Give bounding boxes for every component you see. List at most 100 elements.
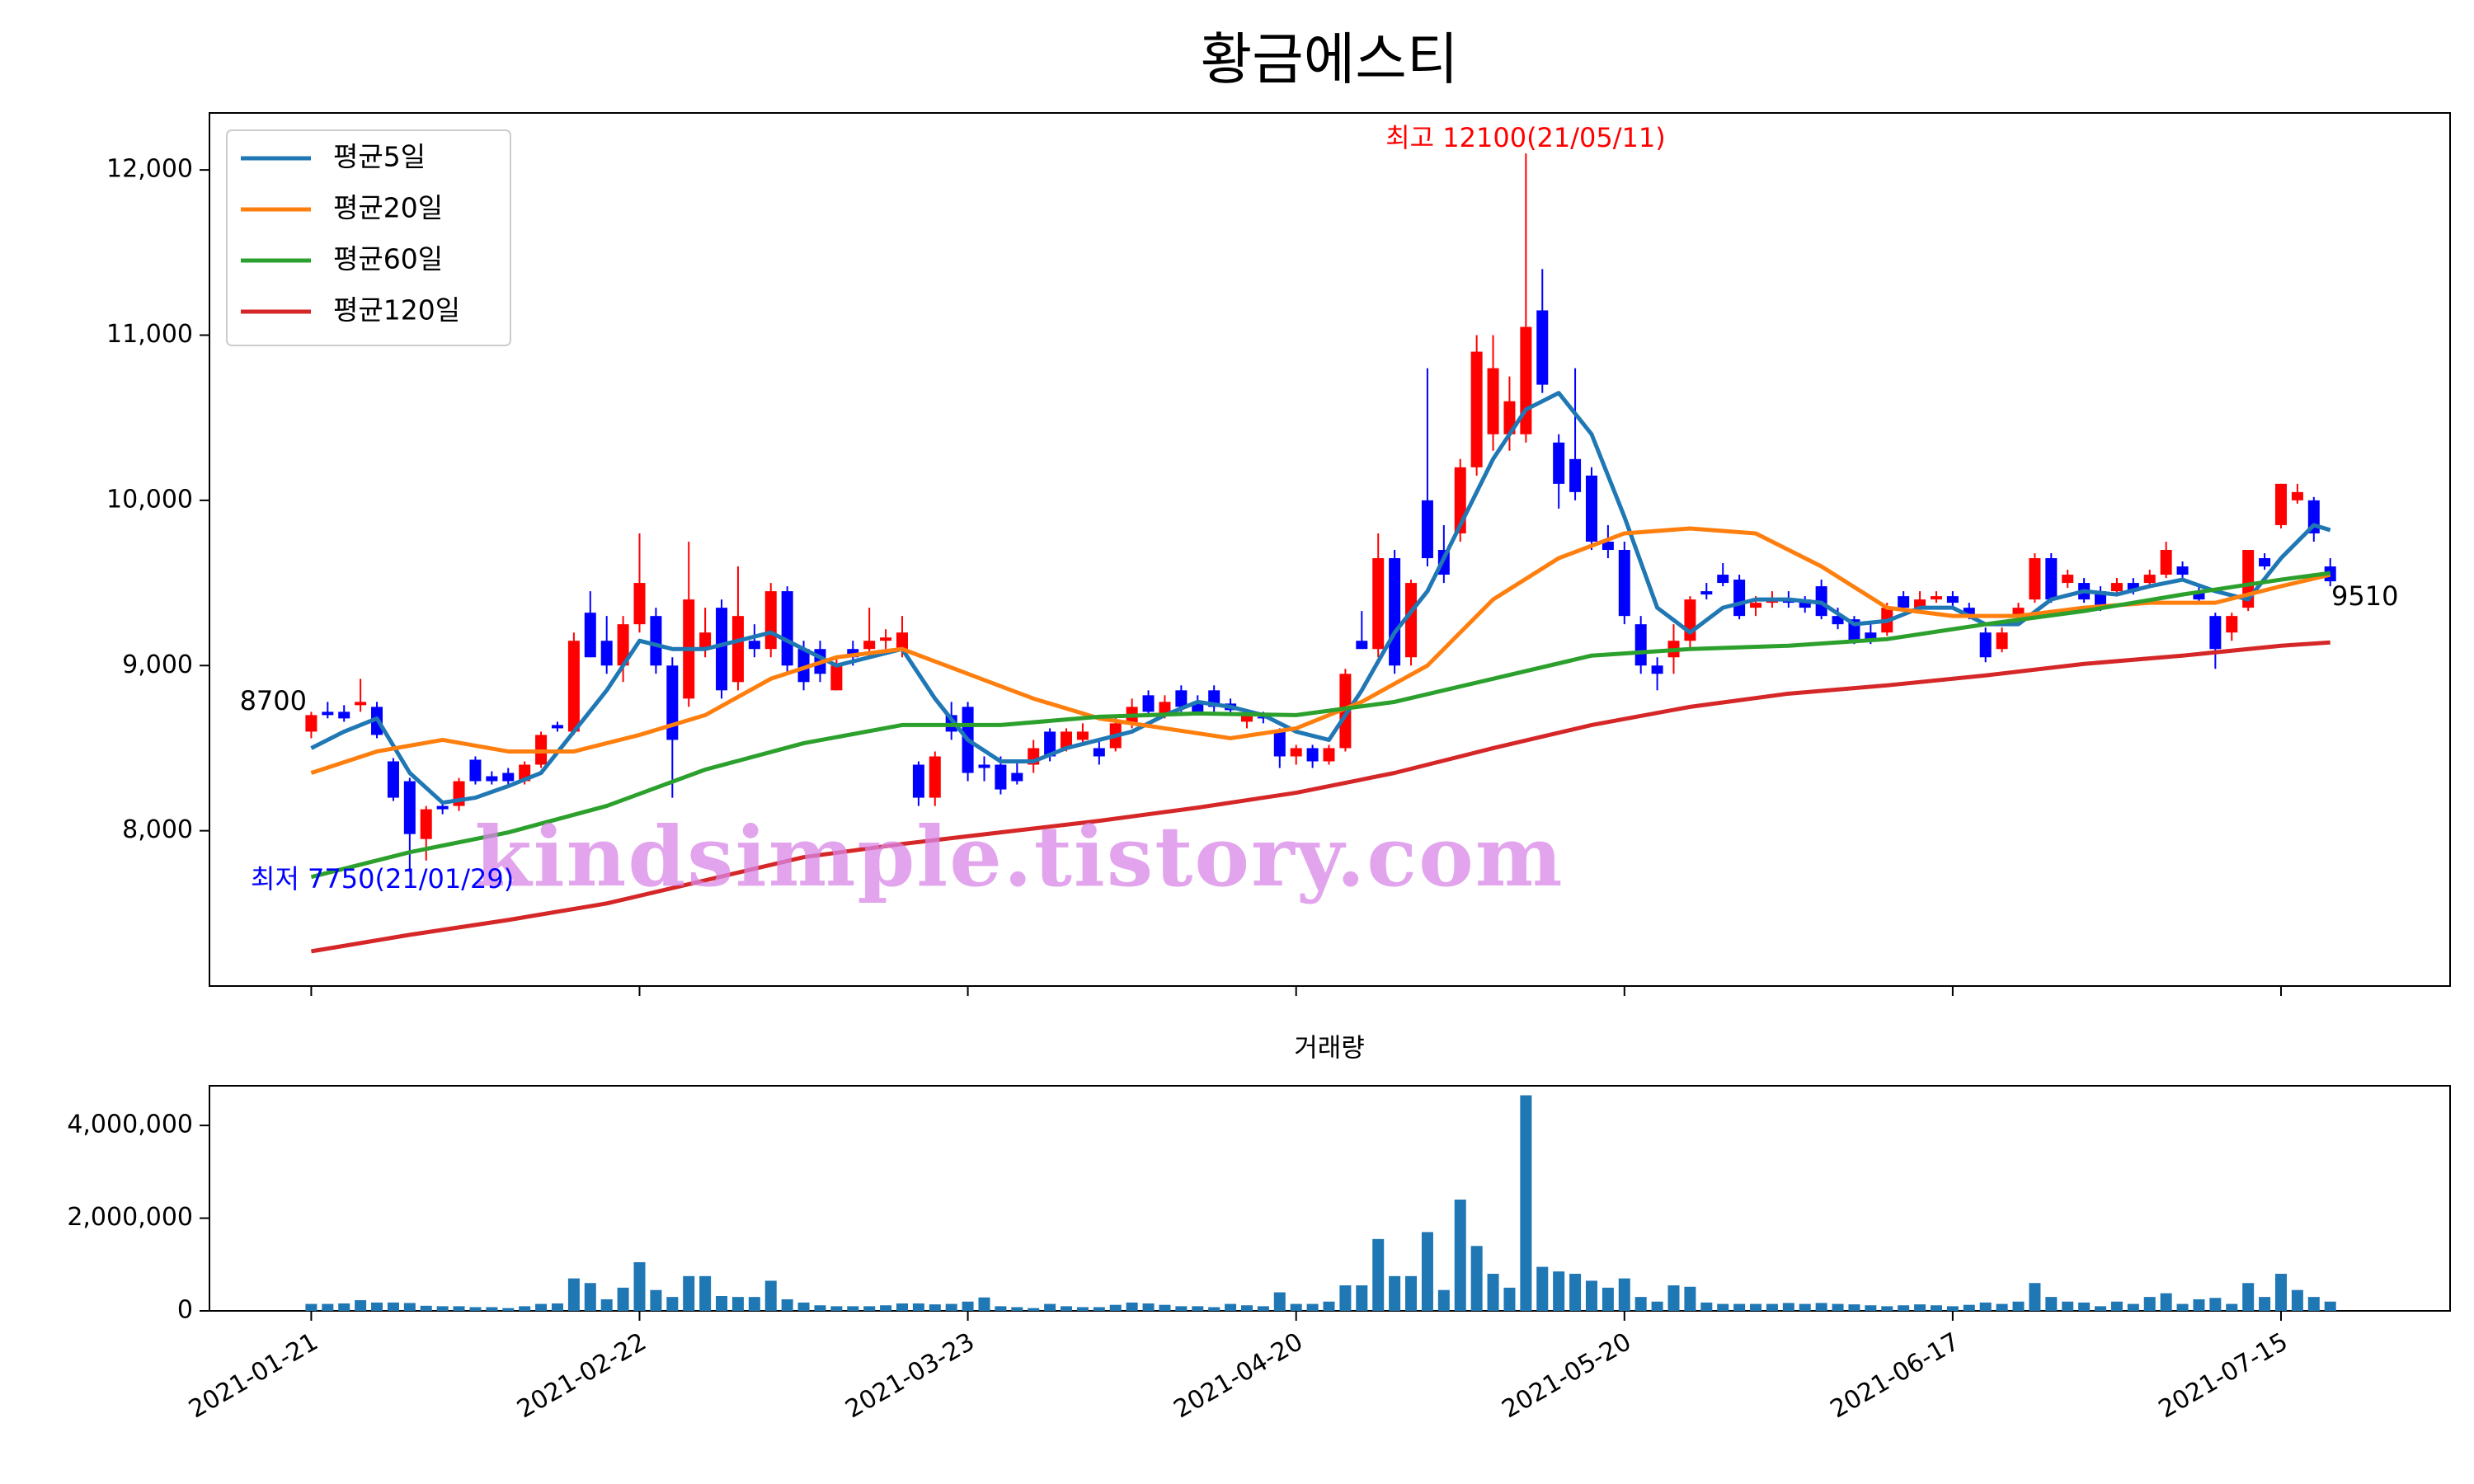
volume-bar <box>666 1297 679 1311</box>
candle-body <box>1290 748 1302 757</box>
candle-body <box>2176 566 2189 575</box>
volume-bar <box>1257 1306 1269 1311</box>
volume-bar <box>2095 1306 2107 1311</box>
volume-title: 거래량 <box>1294 1034 1365 1064</box>
volume-bar <box>535 1303 548 1311</box>
candle-body <box>1865 632 1877 641</box>
volume-bar <box>1356 1285 1368 1311</box>
candle-body <box>1011 773 1023 782</box>
volume-bar <box>1930 1305 1942 1311</box>
candle-body <box>355 702 367 706</box>
candle-body <box>716 608 728 691</box>
volume-bar <box>420 1305 432 1311</box>
volume-bar <box>1470 1246 1483 1311</box>
candle-body <box>2209 616 2222 650</box>
candle-body <box>502 773 515 782</box>
volume-bar <box>2012 1301 2025 1311</box>
volume-bar <box>1061 1306 1073 1311</box>
candle-body <box>2095 591 2107 608</box>
candle-body <box>305 715 317 732</box>
volume-bar <box>1389 1275 1401 1311</box>
candle-body <box>912 764 924 798</box>
candle-body <box>929 756 941 798</box>
candle-body <box>764 591 777 650</box>
candle-body <box>1634 624 1647 666</box>
volume-bar <box>600 1298 613 1311</box>
volume-bar <box>2110 1301 2123 1311</box>
volume-bar <box>436 1306 449 1311</box>
ma-line <box>310 640 2331 954</box>
volume-bar <box>2193 1298 2205 1311</box>
candle-body <box>1914 599 1926 608</box>
volume-bar <box>1733 1303 1746 1311</box>
volume-bar <box>880 1305 892 1311</box>
candle-body <box>1470 351 1483 467</box>
volume-bar <box>1011 1307 1023 1311</box>
candle-body <box>436 805 449 810</box>
candle-body <box>2062 575 2074 584</box>
volume-bar <box>1175 1306 1188 1311</box>
candle-body <box>1487 368 1499 434</box>
legend-box <box>226 129 511 346</box>
volume-bar <box>830 1306 843 1311</box>
volume-bar <box>2274 1274 2287 1311</box>
candle-body <box>1946 596 1959 603</box>
candle-body <box>2012 608 2025 617</box>
candle-body <box>748 641 760 650</box>
volume-bar <box>1093 1307 1105 1311</box>
candle-body <box>863 641 876 650</box>
volume-bar <box>945 1303 957 1311</box>
candle-body <box>1356 641 1368 650</box>
candle-body <box>650 616 662 666</box>
volume-bar <box>1569 1274 1582 1311</box>
volume-bar <box>978 1297 990 1311</box>
annotation: 최저 7750(21/01/29) <box>251 863 514 895</box>
ma-line <box>310 391 2331 805</box>
volume-bar <box>764 1280 777 1311</box>
volume-bar <box>1503 1287 1516 1311</box>
volume-bar <box>322 1303 334 1311</box>
candle-body <box>1323 748 1335 762</box>
candle-body <box>1733 580 1746 617</box>
candle-body <box>2291 491 2303 500</box>
volume-bar <box>781 1298 793 1311</box>
candle-body <box>387 761 399 798</box>
volume-bar <box>1454 1200 1466 1311</box>
price-axes-frame <box>209 112 2451 987</box>
candle-body <box>1930 596 1942 600</box>
candle-body <box>1750 603 1762 608</box>
candle-body <box>731 616 744 683</box>
candle-body <box>1257 716 1269 719</box>
volume-bar <box>863 1306 876 1311</box>
candle-body <box>1076 731 1089 740</box>
candle-body <box>781 591 793 666</box>
volume-bar <box>1372 1238 1385 1311</box>
candle-body <box>1602 541 1614 551</box>
volume-bar <box>1306 1303 1319 1311</box>
annotation: 9510 <box>2331 580 2398 612</box>
candle-body <box>420 809 432 839</box>
candle-body <box>338 711 350 719</box>
volume-bar <box>403 1303 416 1311</box>
candles <box>305 153 2336 872</box>
volume-bar <box>617 1287 629 1311</box>
candle-body <box>880 637 892 641</box>
candle-body <box>1684 599 1696 641</box>
watermark: kindsimple.tistory.com <box>474 808 1564 905</box>
volume-bar <box>797 1302 810 1311</box>
y-tick-label: 8,000 <box>122 815 193 844</box>
volume-bar <box>305 1303 317 1311</box>
volume-bar <box>699 1275 712 1311</box>
candle-body <box>1585 475 1597 542</box>
candle-body <box>1306 748 1319 762</box>
volume-bar <box>2226 1303 2238 1311</box>
volume-bar <box>1750 1303 1762 1311</box>
chart-title: 황금에스티 <box>1201 28 1459 93</box>
legend-label: 평균5일 <box>333 141 426 173</box>
volume-bar <box>1667 1285 1680 1311</box>
candle-body <box>2226 616 2238 633</box>
candle-body <box>469 759 482 782</box>
volume-bar <box>1290 1303 1302 1311</box>
volume-bar <box>371 1302 383 1311</box>
volume-bar <box>1684 1286 1696 1311</box>
